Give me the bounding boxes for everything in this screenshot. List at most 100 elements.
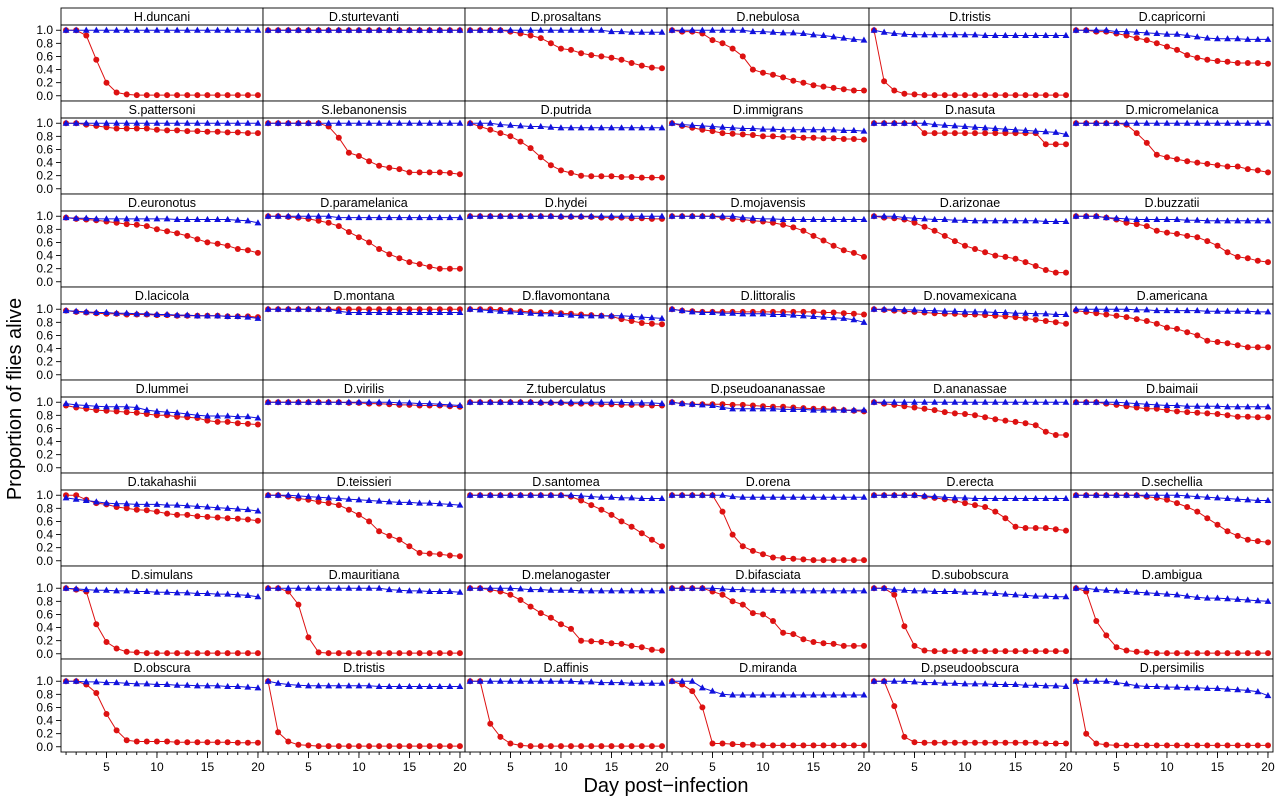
infected-point — [951, 130, 958, 137]
infected-series — [467, 585, 665, 654]
control-point — [830, 587, 838, 594]
control-point — [103, 215, 110, 222]
control-point — [1042, 31, 1050, 39]
infected-point — [244, 92, 251, 99]
control-point — [254, 219, 262, 226]
control-point — [971, 494, 979, 502]
infected-point — [992, 648, 999, 655]
infected-point — [537, 610, 544, 617]
panel: D.ambigua — [1070, 565, 1274, 660]
panel-frame — [868, 396, 1072, 474]
infected-point — [648, 174, 655, 181]
infected-point — [174, 511, 181, 518]
control-point — [840, 34, 848, 41]
infected-point — [396, 650, 403, 657]
control-point — [1153, 682, 1161, 690]
infected-point — [810, 134, 817, 141]
control-point — [305, 584, 312, 591]
control-point — [264, 119, 272, 126]
control-point — [658, 124, 666, 131]
infected-point — [214, 418, 221, 425]
control-point — [1173, 683, 1181, 690]
infected-point — [174, 650, 181, 657]
infected-point — [790, 77, 797, 84]
y-tick-label: 0.6 — [36, 700, 53, 714]
control-point — [1133, 588, 1141, 595]
panel-frame — [666, 24, 870, 102]
control-point — [900, 30, 908, 37]
panel: D.tristis — [868, 7, 1072, 102]
control-point — [618, 398, 625, 405]
panel-title: Z.tuberculatus — [526, 382, 605, 396]
control-point — [436, 213, 444, 221]
infected-series — [669, 678, 867, 749]
control-point — [1254, 597, 1262, 604]
panel-title: D.littoralis — [741, 289, 796, 303]
infected-point — [972, 412, 978, 419]
control-point — [143, 500, 151, 507]
control-point — [1183, 592, 1191, 599]
infected-series — [265, 492, 463, 560]
control-point — [698, 26, 706, 33]
infected-point — [123, 409, 130, 416]
control-point — [1022, 126, 1029, 133]
infected-series — [63, 678, 261, 746]
control-point — [446, 119, 454, 126]
control-point — [890, 29, 898, 37]
infected-line — [672, 494, 864, 561]
infected-point — [103, 79, 110, 86]
control-point — [557, 491, 565, 498]
control-point — [62, 26, 70, 33]
control-point — [204, 503, 211, 510]
control-point — [375, 497, 383, 504]
panel-title: D.prosaltans — [531, 10, 601, 24]
control-point — [517, 122, 524, 129]
infected-point — [729, 598, 736, 605]
control-point — [557, 26, 565, 33]
control-point — [305, 492, 312, 500]
infected-point — [133, 125, 140, 132]
panel: D.paramelanica — [262, 193, 466, 288]
panel-title: D.putrida — [541, 103, 592, 117]
infected-point — [184, 511, 191, 518]
control-series — [466, 212, 666, 219]
infected-point — [426, 169, 433, 176]
control-point — [769, 691, 777, 698]
control-point — [456, 308, 464, 316]
control-point — [688, 26, 696, 33]
control-series — [62, 677, 262, 691]
control-point — [103, 499, 110, 506]
infected-point — [1265, 539, 1271, 546]
infected-point — [1204, 650, 1211, 657]
infected-point — [426, 743, 433, 750]
control-point — [749, 27, 757, 35]
control-point — [678, 306, 686, 314]
control-point — [1123, 491, 1130, 498]
control-point — [557, 677, 565, 684]
panel: D.flavomontana — [464, 286, 668, 381]
control-point — [1082, 491, 1090, 498]
control-point — [476, 677, 484, 684]
control-point — [1052, 682, 1060, 689]
infected-point — [1254, 167, 1261, 174]
control-point — [840, 493, 848, 500]
infected-point — [335, 743, 342, 750]
control-point — [1092, 119, 1100, 126]
infected-point — [1103, 632, 1110, 639]
infected-point — [1063, 320, 1069, 327]
control-point — [173, 26, 181, 33]
control-point — [1234, 307, 1242, 314]
y-tick-label: 1.0 — [36, 395, 53, 409]
control-point — [284, 584, 292, 591]
infected-point — [628, 743, 635, 750]
infected-point — [1012, 523, 1019, 530]
control-point — [628, 399, 636, 406]
infected-point — [406, 259, 413, 266]
infected-point — [295, 601, 302, 608]
panel-title: D.bifasciata — [735, 568, 800, 582]
panel-frame — [1070, 210, 1274, 288]
control-point — [981, 308, 989, 315]
control-point — [830, 215, 838, 223]
control-point — [436, 400, 444, 407]
control-series — [1072, 584, 1272, 604]
